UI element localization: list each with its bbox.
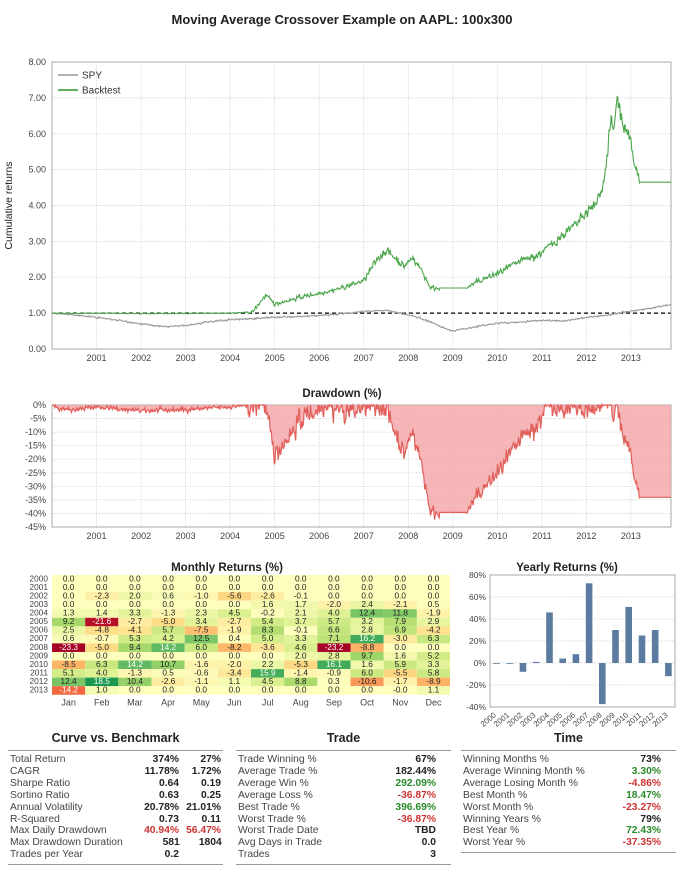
- svg-text:2001: 2001: [86, 531, 106, 540]
- svg-text:2006: 2006: [309, 531, 329, 540]
- svg-text:2005: 2005: [265, 531, 285, 540]
- svg-text:Jul: Jul: [262, 698, 274, 708]
- svg-text:-40%: -40%: [25, 508, 46, 518]
- svg-text:80%: 80%: [469, 570, 486, 580]
- svg-text:Jan: Jan: [61, 698, 76, 708]
- svg-text:0%: 0%: [474, 658, 487, 668]
- svg-text:Cumulative returns: Cumulative returns: [3, 161, 15, 249]
- svg-text:-25%: -25%: [25, 468, 46, 478]
- svg-text:Yearly Returns (%): Yearly Returns (%): [516, 562, 618, 574]
- svg-text:2012: 2012: [576, 353, 596, 362]
- svg-text:8.00: 8.00: [28, 57, 46, 67]
- svg-text:0.0: 0.0: [328, 685, 340, 695]
- svg-text:-35%: -35%: [25, 495, 46, 505]
- svg-text:-40%: -40%: [466, 702, 486, 712]
- svg-text:Mar: Mar: [127, 698, 143, 708]
- svg-text:-15%: -15%: [25, 441, 46, 451]
- svg-text:5.00: 5.00: [28, 165, 46, 175]
- svg-text:2002: 2002: [131, 353, 151, 362]
- svg-text:2012: 2012: [576, 531, 596, 540]
- svg-text:-14.2: -14.2: [59, 685, 78, 695]
- svg-text:2009: 2009: [443, 353, 463, 362]
- svg-text:Dec: Dec: [425, 698, 442, 708]
- svg-text:1.0: 1.0: [96, 685, 108, 695]
- svg-text:3.00: 3.00: [28, 236, 46, 246]
- svg-text:2013: 2013: [621, 353, 641, 362]
- svg-text:2003: 2003: [176, 531, 196, 540]
- svg-text:0.0: 0.0: [229, 685, 241, 695]
- svg-text:2005: 2005: [265, 353, 285, 362]
- svg-text:2.00: 2.00: [28, 272, 46, 282]
- svg-text:0.0: 0.0: [129, 685, 141, 695]
- svg-text:Sep: Sep: [326, 698, 342, 708]
- svg-text:Nov: Nov: [392, 698, 409, 708]
- svg-text:2006: 2006: [309, 353, 329, 362]
- svg-text:2001: 2001: [86, 353, 106, 362]
- svg-text:2011: 2011: [532, 531, 551, 540]
- svg-text:0.0: 0.0: [196, 685, 208, 695]
- svg-text:2013: 2013: [621, 531, 641, 540]
- svg-text:0.0: 0.0: [162, 685, 174, 695]
- svg-text:Feb: Feb: [94, 698, 110, 708]
- svg-text:Drawdown (%): Drawdown (%): [302, 388, 381, 400]
- svg-text:2007: 2007: [354, 531, 374, 540]
- svg-text:0.0: 0.0: [262, 685, 274, 695]
- svg-text:2008: 2008: [398, 353, 418, 362]
- svg-text:-20%: -20%: [25, 454, 46, 464]
- svg-text:2003: 2003: [176, 353, 196, 362]
- svg-text:Aug: Aug: [293, 698, 309, 708]
- svg-text:Backtest: Backtest: [82, 86, 121, 97]
- svg-text:2004: 2004: [220, 531, 240, 540]
- svg-text:0%: 0%: [33, 400, 46, 410]
- svg-text:-20%: -20%: [466, 680, 486, 690]
- svg-text:2008: 2008: [398, 531, 418, 540]
- svg-text:2007: 2007: [354, 353, 374, 362]
- svg-text:6.00: 6.00: [28, 129, 46, 139]
- svg-text:-10%: -10%: [25, 427, 46, 437]
- svg-text:20%: 20%: [469, 636, 486, 646]
- svg-text:Jun: Jun: [227, 698, 242, 708]
- svg-text:2013: 2013: [30, 685, 49, 695]
- svg-text:0.0: 0.0: [295, 685, 307, 695]
- svg-text:SPY: SPY: [82, 71, 102, 82]
- svg-text:Monthly Returns (%): Monthly Returns (%): [171, 562, 283, 574]
- svg-text:-0.0: -0.0: [393, 685, 408, 695]
- svg-text:1.00: 1.00: [28, 308, 46, 318]
- svg-text:-5%: -5%: [30, 414, 46, 424]
- svg-text:2011: 2011: [532, 353, 551, 362]
- svg-text:2002: 2002: [131, 531, 151, 540]
- svg-text:-45%: -45%: [25, 522, 46, 532]
- svg-text:7.00: 7.00: [28, 93, 46, 103]
- svg-text:4.00: 4.00: [28, 201, 46, 211]
- svg-text:0.00: 0.00: [28, 344, 46, 354]
- svg-text:2010: 2010: [487, 531, 507, 540]
- svg-text:2010: 2010: [487, 353, 507, 362]
- svg-text:-30%: -30%: [25, 481, 46, 491]
- svg-text:0.0: 0.0: [361, 685, 373, 695]
- svg-text:May: May: [193, 698, 211, 708]
- svg-text:Apr: Apr: [161, 698, 175, 708]
- svg-text:1.1: 1.1: [428, 685, 440, 695]
- svg-text:2009: 2009: [443, 531, 463, 540]
- svg-text:60%: 60%: [469, 592, 486, 602]
- svg-text:Oct: Oct: [360, 698, 375, 708]
- svg-text:2004: 2004: [220, 353, 240, 362]
- svg-text:40%: 40%: [469, 614, 486, 624]
